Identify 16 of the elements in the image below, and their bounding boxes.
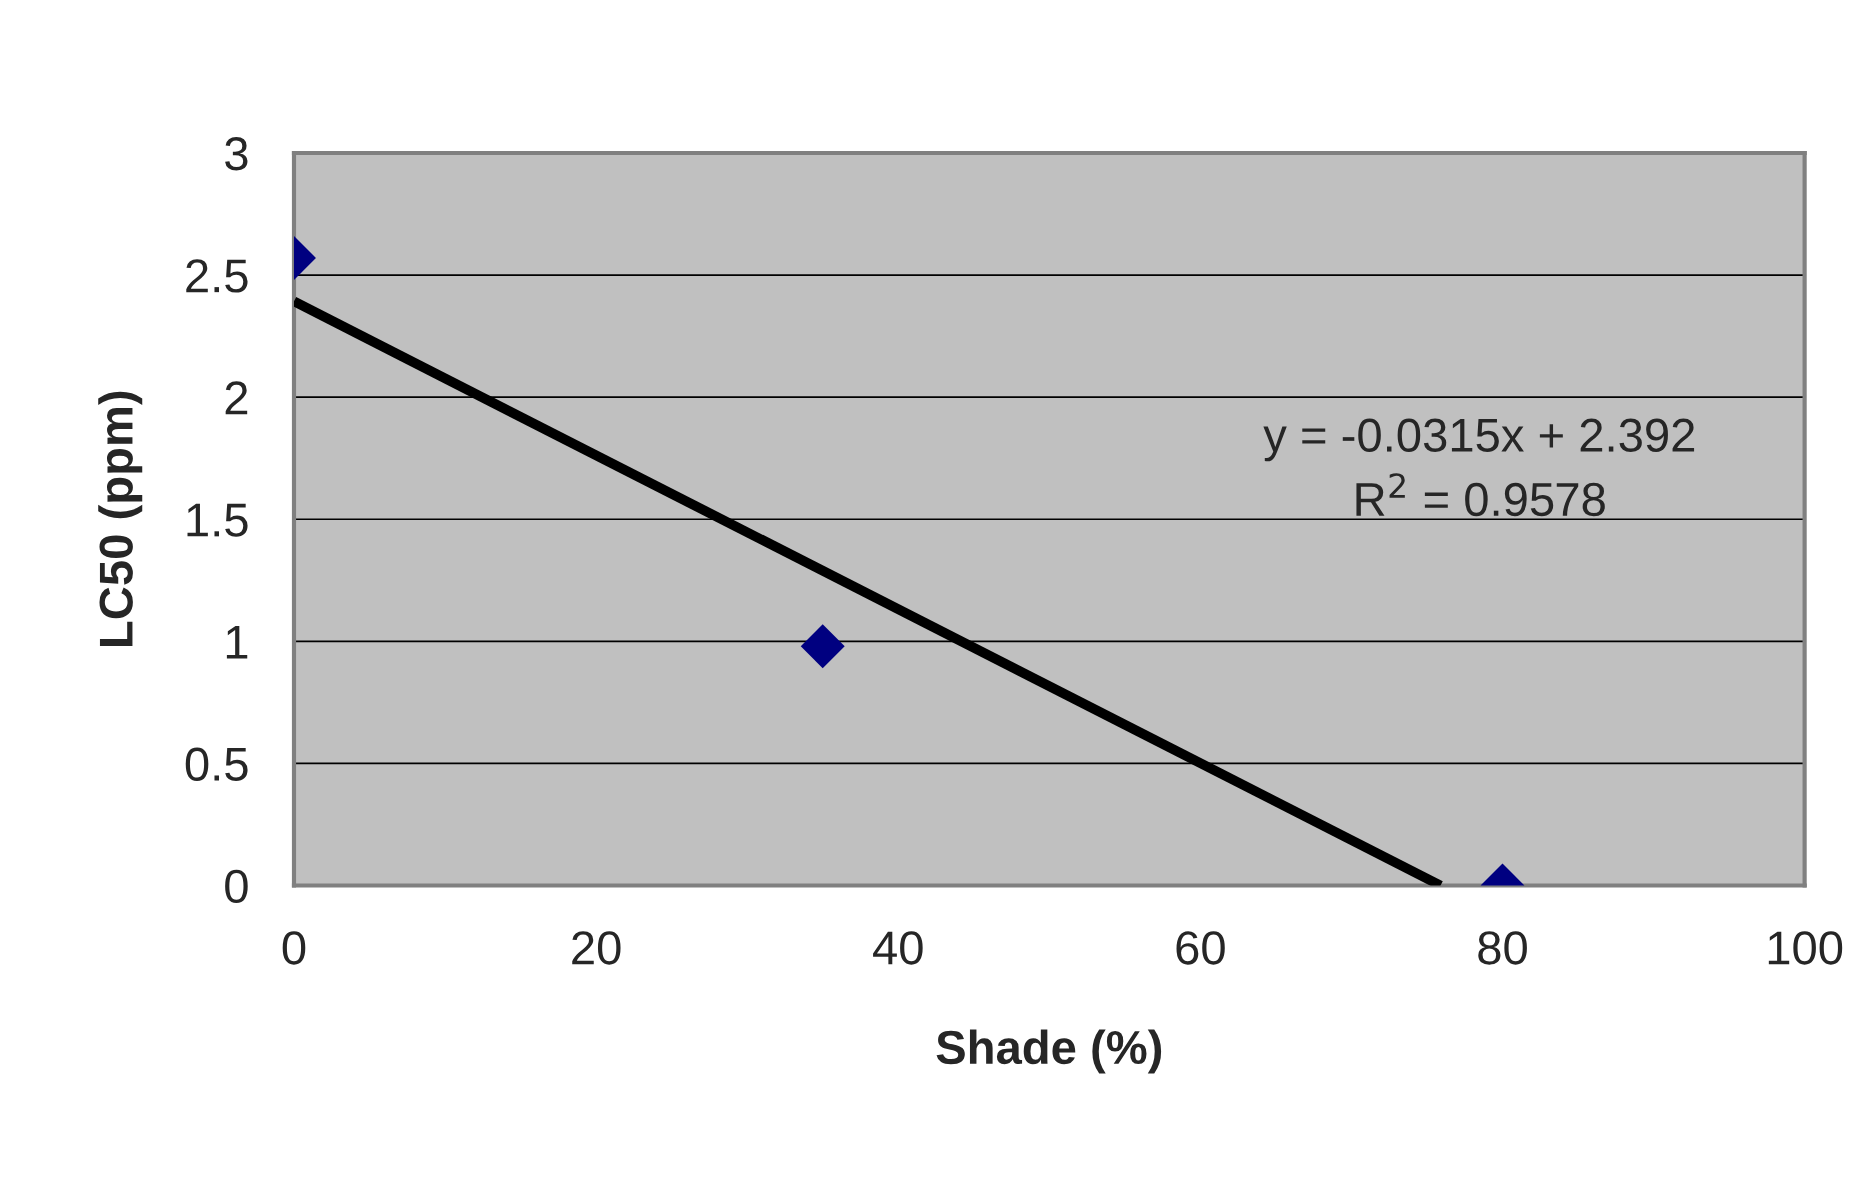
annotation: y = -0.0315x + 2.392 R$^{2}$ = 0.9578: [1263, 418, 1695, 517]
x-tick-label: 80: [1478, 931, 1527, 965]
y-tick-label: 2: [225, 381, 248, 415]
y-tick-label: 2.5: [186, 259, 248, 293]
x-axis-title: Shade (%): [936, 1029, 1162, 1074]
y-tick-label: 1: [226, 625, 248, 659]
x-tick-label: 60: [1176, 931, 1225, 965]
x-tick-label: 20: [572, 931, 621, 965]
y-axis-title: LC50 (ppm): [98, 391, 143, 646]
x-tick-label: 100: [1768, 931, 1843, 965]
y-tick-label: 0: [225, 869, 248, 904]
y-tick-label: 3: [225, 137, 248, 171]
y-tick-label: 0.5: [185, 747, 248, 781]
x-tick-label: 40: [873, 931, 923, 965]
x-tick-label: 0: [282, 931, 306, 965]
y-tick-label: 1.5: [187, 503, 248, 537]
